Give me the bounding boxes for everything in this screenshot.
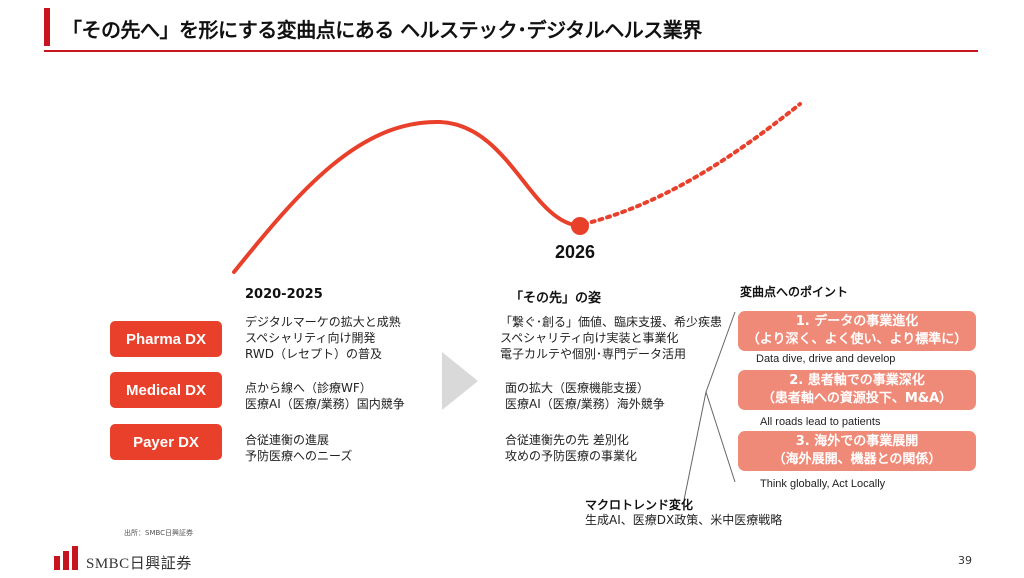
category-medical-dx: Medical DX bbox=[110, 372, 222, 408]
point-box-1: 1. データの事業進化 （より深く、よく使い、より標準に） bbox=[738, 311, 976, 351]
smbc-logo-icon bbox=[54, 546, 78, 570]
point-subtitle: All roads lead to patients bbox=[760, 416, 881, 428]
future-dotted-curve bbox=[582, 102, 802, 226]
period-item: 合従連衡の進展 bbox=[245, 433, 330, 447]
point-detail: （患者軸への資源投下、M&A） bbox=[761, 391, 953, 406]
period-item: RWD（レセプト）の普及 bbox=[245, 347, 382, 361]
inflection-point-marker bbox=[571, 217, 589, 235]
points-bracket bbox=[683, 311, 736, 501]
category-payer-dx: Payer DX bbox=[110, 424, 222, 460]
point-title: 2. 患者軸での事業深化 bbox=[789, 373, 925, 388]
future-item: スペシャリティ向け実装と事業化 bbox=[500, 331, 679, 345]
title-accent-bar bbox=[44, 8, 50, 46]
point-detail: （より深く、よく使い、より標準に） bbox=[746, 332, 968, 347]
future-item: 医療AI（医療/業務）海外競争 bbox=[505, 397, 665, 411]
period-item: デジタルマーケの拡大と成熟 bbox=[245, 315, 401, 329]
future-item: 合従連衡先の先 差別化 bbox=[505, 433, 629, 447]
period-item: 医療AI（医療/業務）国内競争 bbox=[245, 397, 405, 411]
source-note: 出所：SMBC日興証券 bbox=[124, 529, 194, 537]
period-item: スペシャリティ向け開発 bbox=[245, 331, 376, 345]
macro-trend-title: マクロトレンド変化 bbox=[585, 498, 694, 512]
title-divider bbox=[44, 50, 978, 52]
inflection-year: 2026 bbox=[555, 242, 596, 262]
point-title: 1. データの事業進化 bbox=[795, 314, 919, 329]
point-title: 3. 海外での事業展開 bbox=[795, 434, 919, 449]
points-header: 変曲点へのポイント bbox=[740, 285, 849, 299]
point-box-3: 3. 海外での事業展開 （海外展開、機器との関係） bbox=[738, 431, 976, 471]
page-number: 39 bbox=[958, 554, 972, 567]
category-pharma-dx: Pharma DX bbox=[110, 321, 222, 357]
slide-title: 「その先へ」を形にする変曲点にある ヘルステック･デジタルヘルス業界 bbox=[62, 18, 702, 42]
past-curve bbox=[232, 119, 582, 274]
future-item: 攻めの予防医療の事業化 bbox=[505, 449, 638, 463]
future-item: 電子カルテや個別･専門データ活用 bbox=[500, 347, 687, 361]
point-detail: （海外展開、機器との関係） bbox=[772, 452, 942, 467]
future-header: 「その先」の姿 bbox=[510, 291, 602, 306]
point-subtitle: Data dive, drive and develop bbox=[756, 353, 896, 365]
future-item: 面の拡大（医療機能支援） bbox=[505, 381, 650, 395]
company-logo-text: SMBC日興証券 bbox=[86, 556, 192, 572]
macro-trend-text: 生成AI、医療DX政策、米中医療戦略 bbox=[585, 513, 783, 527]
period-item: 点から線へ（診療WF） bbox=[245, 381, 372, 395]
period-item: 予防医療へのニーズ bbox=[245, 449, 353, 463]
transition-arrow bbox=[442, 352, 478, 410]
future-item: 「繋ぐ･創る」価値、臨床支援、希少疾患 bbox=[500, 315, 723, 329]
period-header: 2020-2025 bbox=[245, 287, 323, 302]
point-box-2: 2. 患者軸での事業深化 （患者軸への資源投下、M&A） bbox=[738, 370, 976, 410]
point-subtitle: Think globally, Act Locally bbox=[760, 478, 886, 490]
